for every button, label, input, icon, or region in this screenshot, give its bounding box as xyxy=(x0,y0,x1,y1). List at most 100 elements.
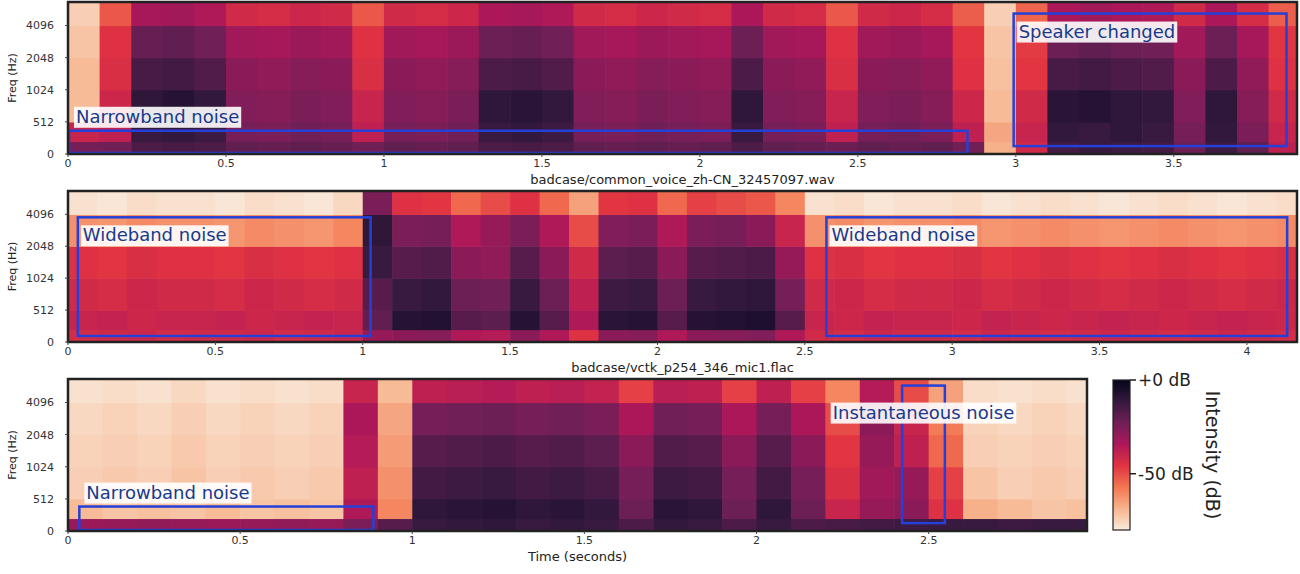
cell xyxy=(653,379,688,403)
cell xyxy=(516,435,551,468)
cell xyxy=(412,435,447,468)
cell xyxy=(860,499,895,519)
cell xyxy=(889,25,921,58)
cell xyxy=(687,191,717,215)
cell xyxy=(984,141,1016,154)
cell xyxy=(1237,141,1269,154)
cell xyxy=(68,2,100,26)
cell xyxy=(584,435,619,468)
cell xyxy=(1066,518,1087,531)
cell xyxy=(826,2,858,26)
cell xyxy=(953,58,985,91)
cell xyxy=(275,467,310,500)
cell xyxy=(952,246,982,279)
cell xyxy=(1142,141,1174,154)
cell xyxy=(1066,467,1087,500)
cell xyxy=(1205,122,1237,142)
cell xyxy=(309,499,344,519)
cell xyxy=(619,402,654,435)
cell xyxy=(481,278,511,311)
cell xyxy=(952,278,982,311)
cell xyxy=(309,467,344,500)
y-axis-label: Freq (Hz) xyxy=(6,53,19,103)
cell xyxy=(775,191,805,215)
annotation-label-bg xyxy=(84,483,251,504)
x-axis-label: badcase/vctk_p254_346_mic1.flac xyxy=(571,360,794,375)
cell xyxy=(700,2,732,26)
cell xyxy=(226,25,258,58)
cell xyxy=(834,310,864,330)
colorbar-tick-label: -50 dB xyxy=(1138,464,1194,484)
cell xyxy=(1174,90,1206,123)
cell xyxy=(657,330,687,342)
cell xyxy=(378,467,413,500)
cell xyxy=(540,214,570,247)
cell xyxy=(447,379,482,403)
cell xyxy=(412,467,447,500)
cell xyxy=(510,2,542,26)
cell xyxy=(1188,310,1218,330)
x-tick-label: 1.5 xyxy=(576,534,594,547)
cell xyxy=(858,90,890,123)
cell xyxy=(245,214,275,247)
cell xyxy=(997,467,1032,500)
cell xyxy=(1041,310,1071,330)
cell xyxy=(352,58,384,91)
cell xyxy=(102,402,137,435)
cell xyxy=(550,402,585,435)
cell xyxy=(775,214,805,247)
cell xyxy=(384,2,416,26)
y-tick-label: 1024 xyxy=(26,461,54,474)
y-tick xyxy=(65,25,68,26)
cell xyxy=(516,467,551,500)
cell xyxy=(481,499,516,519)
cell xyxy=(653,467,688,500)
cell xyxy=(422,278,452,311)
cell xyxy=(1174,58,1206,91)
cell xyxy=(1237,122,1269,142)
cell xyxy=(163,2,195,26)
cell xyxy=(1047,58,1079,91)
y-tick-label: 1024 xyxy=(26,272,54,285)
cell xyxy=(687,246,717,279)
annotation-boxes xyxy=(69,14,1287,153)
cell xyxy=(1129,191,1159,215)
cell xyxy=(1016,58,1048,91)
cell xyxy=(481,467,516,500)
cell xyxy=(194,25,226,58)
cell xyxy=(757,499,792,519)
cell xyxy=(963,518,998,531)
cell xyxy=(392,191,422,215)
cell xyxy=(1100,214,1130,247)
cell xyxy=(688,467,723,500)
panel: Wideband noiseWideband noise00.511.522.5… xyxy=(6,191,1298,375)
cell xyxy=(1269,58,1297,91)
cell xyxy=(194,2,226,26)
cell xyxy=(653,435,688,468)
annotation-boxes xyxy=(79,386,945,530)
x-tick-label: 1 xyxy=(409,534,416,547)
cell xyxy=(131,58,163,91)
cell xyxy=(574,90,606,123)
x-tick-label: 2.5 xyxy=(796,345,814,358)
colorbar-scale xyxy=(1113,380,1130,530)
cell xyxy=(1129,310,1159,330)
cell xyxy=(860,518,895,531)
cell xyxy=(953,2,985,26)
cell xyxy=(668,58,700,91)
cell xyxy=(1066,435,1087,468)
cell xyxy=(894,435,929,468)
cell xyxy=(763,2,795,26)
cell xyxy=(97,278,127,311)
y-tick xyxy=(65,154,68,155)
cell xyxy=(1041,278,1071,311)
cell xyxy=(1217,278,1247,311)
cell xyxy=(982,246,1012,279)
cell xyxy=(447,518,482,531)
cell xyxy=(619,379,654,403)
cell xyxy=(953,25,985,58)
cell xyxy=(1188,278,1218,311)
cell xyxy=(716,246,746,279)
cell xyxy=(171,435,206,468)
cell xyxy=(619,518,654,531)
